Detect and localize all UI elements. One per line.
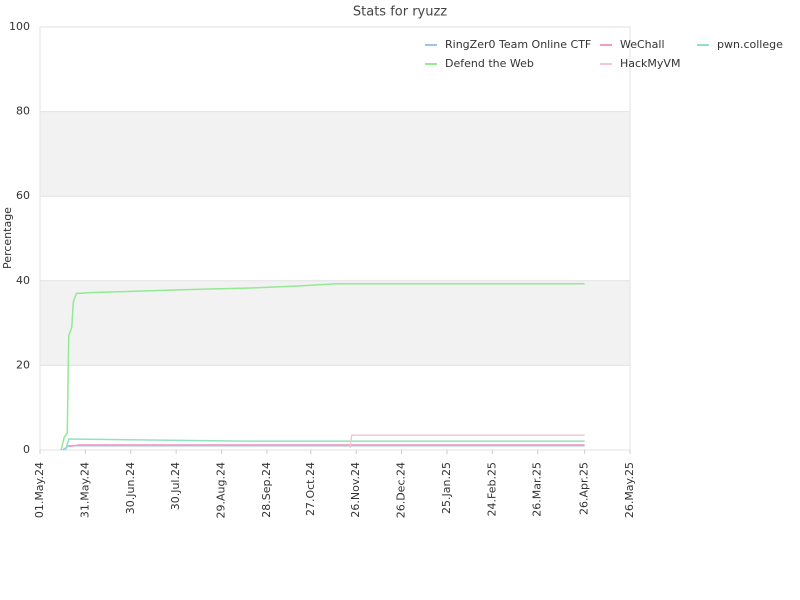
x-tick-label: 26.Mar.25 [531, 462, 544, 517]
x-tick-label: 26.Dec.24 [395, 462, 408, 518]
grid-band [40, 280, 630, 366]
y-tick-label: 100 [9, 20, 30, 33]
x-tick-label: 30.Jul.24 [169, 462, 182, 510]
grid-band [40, 111, 630, 197]
x-tick-label: 28.Sep.24 [260, 462, 273, 518]
x-tick-label: 29.Aug.24 [215, 462, 228, 518]
x-tick-label: 25.Jan.25 [440, 462, 453, 514]
y-axis-label: Percentage [1, 207, 14, 269]
chart-title: Stats for ryuzz [353, 5, 447, 20]
legend-label: HackMyVM [620, 57, 680, 70]
series-line [64, 438, 585, 451]
series-line [60, 283, 585, 451]
x-tick-label: 26.May.25 [623, 462, 636, 518]
legend-label: pwn.college [717, 38, 783, 51]
y-tick-label: 60 [16, 189, 30, 202]
series-line [68, 444, 585, 448]
y-tick-label: 20 [16, 358, 30, 371]
legend-label: WeChall [620, 38, 665, 51]
x-tick-label: 30.Jun.24 [124, 462, 137, 514]
y-tick-label: 40 [16, 274, 30, 287]
y-tick-label: 80 [16, 105, 30, 118]
x-tick-label: 31.May.24 [78, 462, 91, 518]
series-line [62, 445, 585, 451]
x-tick-label: 26.Apr.25 [578, 462, 591, 515]
x-tick-label: 26.Nov.24 [349, 462, 362, 518]
x-tick-label: 27.Oct.24 [304, 462, 317, 516]
legend-label: Defend the Web [445, 57, 534, 70]
legend-label: RingZer0 Team Online CTF [445, 38, 591, 51]
x-tick-label: 01.May.24 [33, 462, 46, 518]
x-tick-label: 24.Feb.25 [485, 462, 498, 516]
series-line [349, 434, 585, 448]
y-tick-label: 0 [23, 443, 30, 456]
plot-frame [39, 26, 631, 451]
